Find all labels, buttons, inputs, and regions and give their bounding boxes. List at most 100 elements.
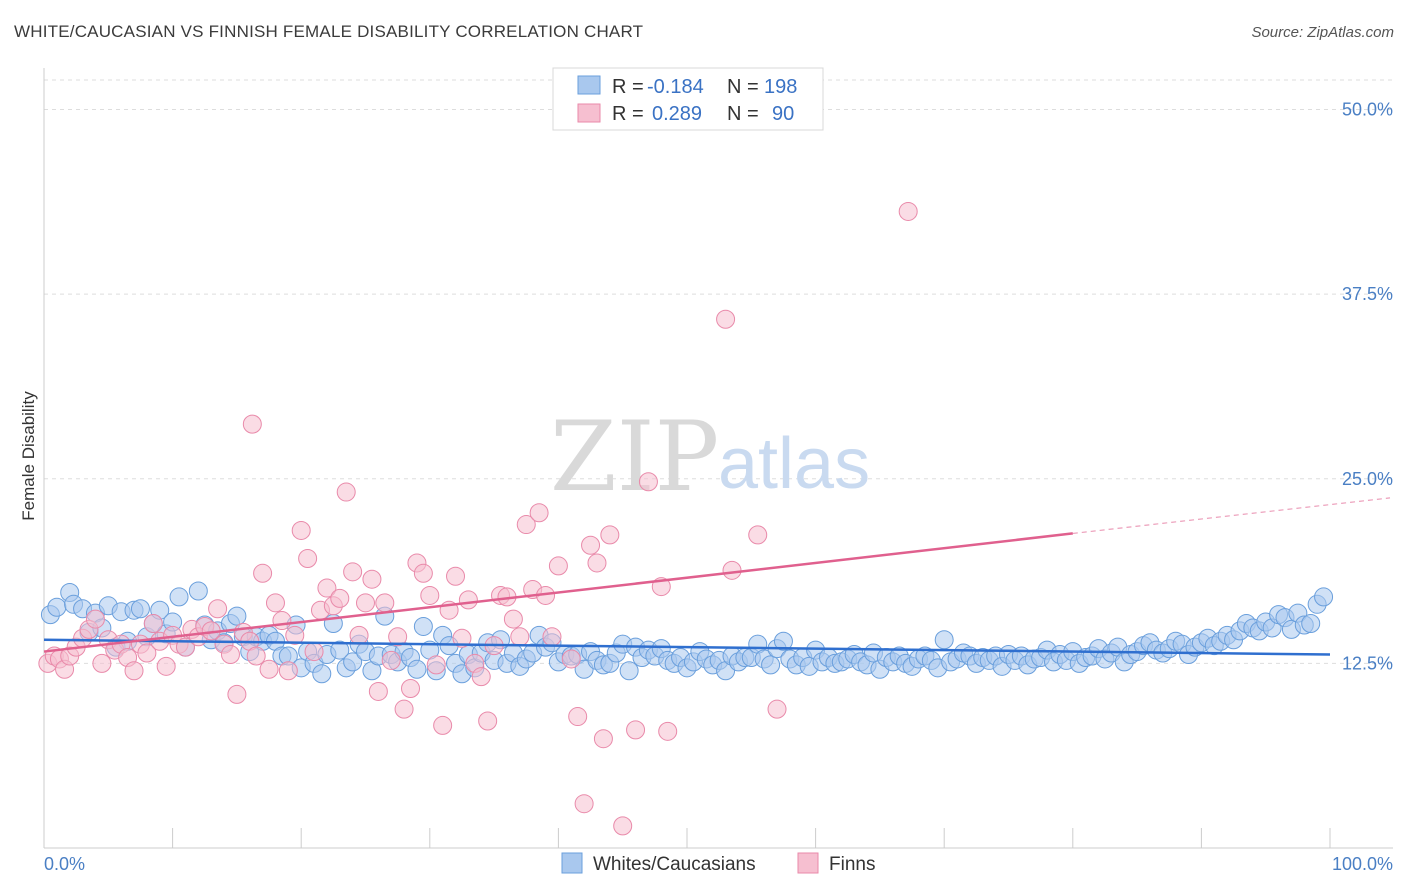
legend-n-label-1: N = <box>727 76 759 98</box>
point-finns-14 <box>124 661 144 681</box>
point-finns-66 <box>452 628 472 648</box>
watermark-atlas: atlas <box>718 424 870 504</box>
point-finns-97 <box>767 699 787 719</box>
y-tick-label-0: 12.5% <box>1342 653 1393 673</box>
point-finns-83 <box>568 707 588 727</box>
point-finns-89 <box>613 816 633 836</box>
point-finns-17 <box>143 614 163 634</box>
point-whites-194 <box>1301 614 1321 634</box>
point-finns-69 <box>471 667 491 687</box>
point-finns-94 <box>716 309 736 329</box>
point-whites-112 <box>773 631 793 651</box>
point-whites-13 <box>130 599 150 619</box>
point-finns-52 <box>362 569 382 589</box>
y-tick-label-3: 50.0% <box>1342 100 1393 120</box>
legend-box: R = -0.184 N = 198 R = 0.289 N = 90 <box>552 67 824 131</box>
point-finns-58 <box>401 678 421 698</box>
point-whites-55 <box>407 659 427 679</box>
point-finns-88 <box>600 525 620 545</box>
point-finns-91 <box>638 472 658 492</box>
point-finns-9 <box>92 653 112 673</box>
trendline-whites <box>43 638 1331 656</box>
point-finns-81 <box>548 556 568 576</box>
point-whites-27 <box>227 606 247 626</box>
x-tick-label-max: 100.0% <box>1332 854 1393 874</box>
point-finns-50 <box>349 625 369 645</box>
legend-n-value-2: 90 <box>772 103 794 125</box>
point-finns-47 <box>330 588 350 608</box>
point-whites-196 <box>1314 587 1334 607</box>
grid-lines <box>44 79 1393 664</box>
y-tick-label-2: 37.5% <box>1342 284 1393 304</box>
series-whites-points <box>40 581 1334 684</box>
point-finns-33 <box>242 414 262 434</box>
point-finns-35 <box>253 563 273 583</box>
point-finns-87 <box>593 729 613 749</box>
bottom-legend-label-whites: Whites/Caucasians <box>593 854 756 875</box>
legend-swatch-pink <box>577 103 601 123</box>
point-whites-110 <box>761 655 781 675</box>
point-finns-56 <box>388 627 408 647</box>
point-finns-43 <box>304 642 324 662</box>
point-finns-61 <box>420 585 440 605</box>
point-finns-67 <box>458 590 478 610</box>
legend-r-value-2: 0.289 <box>652 103 702 125</box>
bottom-legend-swatch-finns <box>797 852 819 874</box>
point-finns-60 <box>413 563 433 583</box>
watermark-zip: ZIP <box>550 401 719 513</box>
point-finns-53 <box>368 681 388 701</box>
point-finns-37 <box>265 593 285 613</box>
point-finns-90 <box>626 720 646 740</box>
x-tick-label-min: 0.0% <box>44 854 85 874</box>
bottom-legend: Whites/Caucasians Finns <box>561 852 875 875</box>
point-whites-43 <box>330 640 350 660</box>
axes <box>43 68 1393 849</box>
point-finns-19 <box>156 656 176 676</box>
trend-lines <box>43 497 1391 656</box>
point-finns-74 <box>503 609 523 629</box>
point-finns-48 <box>336 482 356 502</box>
point-finns-93 <box>658 721 678 741</box>
y-axis-label: Female Disability <box>19 391 38 521</box>
point-whites-21 <box>188 581 208 601</box>
point-whites-137 <box>934 630 954 650</box>
point-whites-56 <box>413 616 433 636</box>
source-label: Source: ZipAtlas.com <box>1251 24 1394 41</box>
y-tick-label-1: 25.0% <box>1342 469 1393 489</box>
point-whites-88 <box>619 661 639 681</box>
point-finns-34 <box>246 646 266 666</box>
point-finns-80 <box>542 627 562 647</box>
point-whites-40 <box>312 664 332 684</box>
point-finns-55 <box>381 650 401 670</box>
trendline-finns-extension <box>1072 497 1391 535</box>
legend-swatch-blue <box>577 75 601 95</box>
point-finns-75 <box>510 627 530 647</box>
point-finns-42 <box>298 549 318 569</box>
point-whites-45 <box>343 652 363 672</box>
point-finns-57 <box>394 699 414 719</box>
point-finns-36 <box>259 659 279 679</box>
legend-r-label-2: R = <box>612 103 644 125</box>
point-finns-78 <box>529 503 549 523</box>
point-finns-54 <box>375 593 395 613</box>
point-finns-45 <box>317 578 337 598</box>
point-finns-98 <box>898 201 918 221</box>
legend-r-value-1: -0.184 <box>647 76 704 98</box>
trendline-finns <box>43 532 1073 653</box>
point-finns-51 <box>356 593 375 613</box>
point-finns-70 <box>478 711 498 731</box>
point-finns-62 <box>426 655 446 675</box>
bottom-legend-swatch-whites <box>561 852 583 874</box>
legend-n-value-1: 198 <box>764 76 797 98</box>
watermark: ZIP atlas <box>550 401 870 513</box>
legend-n-label-2: N = <box>727 103 759 125</box>
y-tick-labels: 12.5% 25.0% 37.5% 50.0% <box>1342 100 1393 674</box>
point-finns-95 <box>722 560 742 580</box>
point-finns-41 <box>291 520 311 540</box>
point-finns-85 <box>581 535 601 555</box>
point-finns-39 <box>278 661 298 681</box>
point-finns-86 <box>587 553 607 573</box>
point-finns-8 <box>85 609 105 629</box>
point-finns-65 <box>446 566 466 586</box>
